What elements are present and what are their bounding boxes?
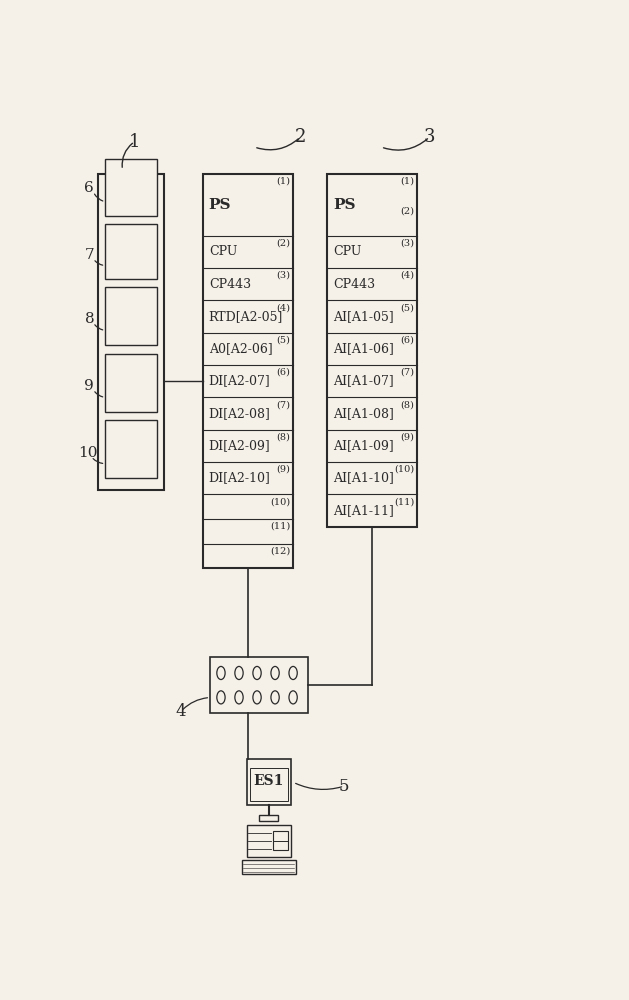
Text: (2): (2) bbox=[276, 239, 290, 248]
Bar bbox=[210, 657, 308, 713]
Bar bbox=[203, 333, 293, 365]
Bar bbox=[203, 519, 293, 544]
Text: DI[A2-08]: DI[A2-08] bbox=[209, 407, 270, 420]
Bar bbox=[327, 430, 418, 462]
Text: (4): (4) bbox=[276, 303, 290, 312]
Bar bbox=[259, 815, 279, 821]
Bar bbox=[327, 174, 418, 235]
Text: AI[A1-07]: AI[A1-07] bbox=[333, 375, 394, 388]
Bar bbox=[203, 462, 293, 494]
Text: (1): (1) bbox=[276, 177, 290, 186]
Bar bbox=[327, 333, 418, 365]
Text: AI[A1-10]: AI[A1-10] bbox=[333, 472, 394, 485]
Text: PS: PS bbox=[209, 198, 231, 212]
Bar bbox=[327, 300, 418, 333]
Text: 5: 5 bbox=[339, 778, 350, 795]
Text: (5): (5) bbox=[276, 336, 290, 345]
Text: CP443: CP443 bbox=[333, 278, 376, 291]
Text: DI[A2-10]: DI[A2-10] bbox=[209, 472, 270, 485]
Text: CPU: CPU bbox=[333, 245, 362, 258]
Text: DI[A2-09]: DI[A2-09] bbox=[209, 439, 270, 452]
Text: (6): (6) bbox=[276, 368, 290, 377]
Text: AI[A1-05]: AI[A1-05] bbox=[333, 310, 394, 323]
Text: AI[A1-11]: AI[A1-11] bbox=[333, 504, 394, 517]
Bar bbox=[327, 494, 418, 527]
Bar bbox=[98, 174, 164, 490]
Text: (9): (9) bbox=[276, 465, 290, 474]
Text: (6): (6) bbox=[401, 336, 415, 345]
Text: CPU: CPU bbox=[209, 245, 237, 258]
Text: (7): (7) bbox=[276, 400, 290, 409]
Text: AI[A1-06]: AI[A1-06] bbox=[333, 342, 394, 355]
Bar bbox=[203, 174, 293, 568]
Text: (10): (10) bbox=[394, 465, 415, 474]
Text: 4: 4 bbox=[175, 703, 186, 720]
Bar bbox=[247, 825, 291, 857]
Bar bbox=[327, 174, 418, 527]
Bar bbox=[106, 354, 157, 412]
Bar bbox=[250, 768, 287, 801]
Text: RTD[A2-05]: RTD[A2-05] bbox=[209, 310, 283, 323]
Bar bbox=[203, 544, 293, 568]
Text: 7: 7 bbox=[84, 248, 94, 262]
Text: DI[A2-07]: DI[A2-07] bbox=[209, 375, 270, 388]
Text: (4): (4) bbox=[401, 271, 415, 280]
Text: AI[A1-08]: AI[A1-08] bbox=[333, 407, 394, 420]
Text: (11): (11) bbox=[270, 522, 290, 531]
Bar bbox=[247, 759, 291, 805]
Bar bbox=[327, 397, 418, 430]
Bar bbox=[203, 268, 293, 300]
Bar bbox=[327, 235, 418, 268]
Text: (3): (3) bbox=[401, 239, 415, 248]
Bar bbox=[106, 420, 157, 478]
Text: (1): (1) bbox=[401, 177, 415, 186]
Bar bbox=[327, 365, 418, 397]
Text: (8): (8) bbox=[401, 400, 415, 409]
Bar bbox=[106, 224, 157, 279]
Text: (2): (2) bbox=[401, 207, 415, 216]
Text: (9): (9) bbox=[401, 433, 415, 442]
Bar bbox=[242, 860, 296, 874]
Text: 9: 9 bbox=[84, 379, 94, 393]
Text: 6: 6 bbox=[84, 181, 94, 195]
Text: (12): (12) bbox=[270, 547, 290, 556]
Text: 3: 3 bbox=[424, 128, 435, 146]
Bar bbox=[203, 397, 293, 430]
Text: 2: 2 bbox=[295, 128, 306, 146]
Text: CP443: CP443 bbox=[209, 278, 251, 291]
Bar bbox=[203, 494, 293, 519]
Bar bbox=[203, 300, 293, 333]
Bar bbox=[106, 158, 157, 216]
Text: (11): (11) bbox=[394, 497, 415, 506]
Bar bbox=[203, 430, 293, 462]
Text: (10): (10) bbox=[270, 497, 290, 506]
Text: AI[A1-09]: AI[A1-09] bbox=[333, 439, 394, 452]
Text: (7): (7) bbox=[401, 368, 415, 377]
Text: (5): (5) bbox=[401, 303, 415, 312]
Bar bbox=[203, 365, 293, 397]
Text: A0[A2-06]: A0[A2-06] bbox=[209, 342, 272, 355]
Text: 1: 1 bbox=[129, 133, 140, 151]
Text: PS: PS bbox=[333, 198, 355, 212]
Bar bbox=[106, 287, 157, 345]
Bar bbox=[273, 831, 289, 850]
Text: 10: 10 bbox=[77, 446, 97, 460]
Text: ES1: ES1 bbox=[253, 774, 284, 788]
Text: 8: 8 bbox=[84, 312, 94, 326]
Bar bbox=[203, 235, 293, 268]
Bar bbox=[203, 174, 293, 235]
Bar bbox=[327, 462, 418, 494]
Text: (8): (8) bbox=[276, 433, 290, 442]
Bar bbox=[327, 268, 418, 300]
Text: (3): (3) bbox=[276, 271, 290, 280]
